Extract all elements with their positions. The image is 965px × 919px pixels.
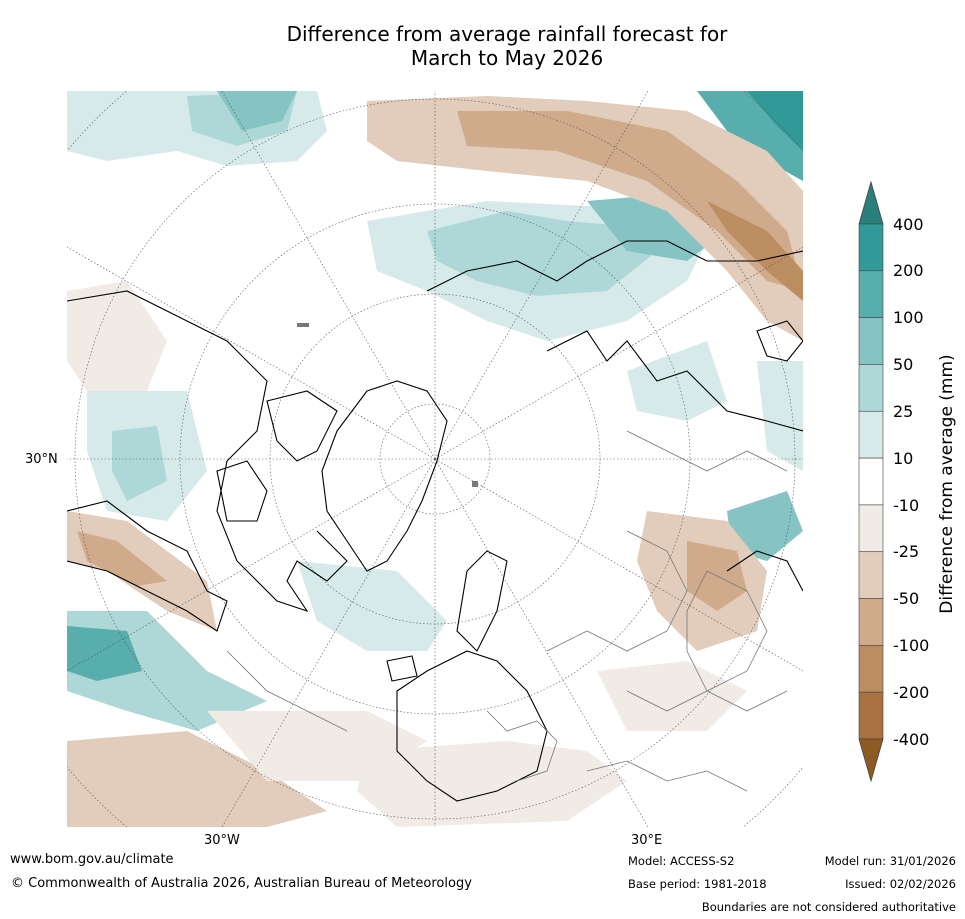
wet-region-arctic-ring-core [427, 211, 657, 296]
coast-eurasia-north [426, 240, 803, 292]
border-europe-internal [486, 710, 558, 782]
colorbar-bin [858, 317, 884, 365]
coast-north-america [67, 290, 348, 613]
meridian-120e [434, 246, 803, 460]
colorbar-upper-extend [858, 180, 884, 225]
glacier-patch-2 [472, 481, 478, 487]
colorbar-svg [858, 180, 884, 783]
meridian-30w [221, 458, 436, 827]
coast-hudson-bay [216, 460, 268, 522]
lat-circle-80 [379, 403, 491, 515]
colorbar-bin [858, 551, 884, 599]
cb-tick-50: 50 [893, 355, 914, 374]
colorbar-bin [858, 457, 884, 506]
border-china [686, 570, 768, 692]
graticule [67, 91, 803, 827]
title-line-2: March to May 2026 [410, 46, 604, 70]
cb-tick-10: 10 [893, 449, 914, 468]
wet-region-alaska-core [112, 426, 167, 501]
footer-website[interactable]: www.bom.gov.au/climate [10, 852, 174, 867]
colorbar-lower-extend [858, 738, 884, 783]
cb-tick-neg100: -100 [893, 636, 930, 655]
cb-tick-neg25: -25 [893, 542, 920, 561]
footer-model-run: Model run: 31/01/2026 [824, 854, 956, 868]
coast-greenland [321, 380, 448, 572]
meridian-150w [221, 91, 436, 460]
coast-europe [396, 650, 548, 802]
dry-region-north-band-core [457, 111, 803, 291]
dry-region-west [67, 281, 167, 391]
coast-kamchatka [756, 320, 803, 362]
footer-disclaimer: Boundaries are not considered authoritat… [701, 900, 956, 914]
colorbar-bin [858, 270, 884, 318]
dry-region-med [597, 661, 747, 731]
dry-region-north-band-deep [707, 201, 803, 301]
colorbar-title: Difference from average (mm) [937, 354, 957, 614]
lon-label-30e: 30°E [631, 833, 663, 848]
dry-region-west-pacific-core [77, 531, 167, 586]
footer-base-period: Base period: 1981-2018 [628, 877, 767, 891]
colorbar-bin [858, 364, 884, 412]
border-us-canada [226, 650, 348, 732]
coastlines [67, 240, 803, 802]
chart-title: Difference from average rainfall forecas… [0, 22, 965, 70]
cb-tick-400: 400 [893, 215, 924, 234]
border-russia-south [626, 430, 788, 472]
cb-tick-200: 200 [893, 261, 924, 280]
meridian-150e [434, 91, 649, 460]
meridian-30e [434, 458, 649, 827]
cb-tick-neg10: -10 [893, 496, 920, 515]
colorbar-bin [858, 691, 884, 740]
cb-tick-neg400: -400 [893, 730, 930, 749]
colorbar-bin [858, 223, 884, 272]
website-link[interactable]: www.bom.gov.au/climate [10, 852, 174, 867]
dry-region-south-europe [357, 741, 627, 827]
lat-circle-45 [179, 203, 691, 715]
cb-tick-neg200: -200 [893, 683, 930, 702]
wet-region-atlantic-central [297, 561, 447, 651]
colorbar-bin [858, 504, 884, 553]
wet-region-europe-east [757, 361, 803, 471]
lat-label-30n: 30°N [25, 452, 58, 467]
border-middle-east [586, 760, 748, 792]
coast-alaska [67, 500, 228, 632]
border-russia-west [546, 530, 688, 652]
dry-region-south [67, 731, 327, 827]
coast-siberia [546, 330, 803, 432]
footer-model: Model: ACCESS-S2 [628, 854, 735, 868]
wet-region-north-pacific-edge [627, 341, 727, 421]
wet-region-nw-pacific-top [217, 91, 297, 131]
cb-tick-neg50: -50 [893, 589, 920, 608]
coast-canada-arctic [266, 390, 338, 462]
colorbar-bin [858, 598, 884, 646]
meridian-60e [434, 458, 803, 672]
wet-region-asia-teal [727, 491, 803, 561]
rainfall-anomaly-map[interactable] [67, 91, 803, 827]
lon-label-30w: 30°W [204, 833, 240, 848]
wet-region-nw-teal-core [747, 91, 803, 151]
cb-tick-25: 25 [893, 402, 914, 421]
colorbar-bin [858, 645, 884, 693]
meridian-120w [67, 246, 436, 460]
glacier-patch-1 [297, 323, 309, 327]
borders [226, 430, 788, 792]
footer-issued: Issued: 02/02/2026 [845, 877, 956, 891]
coast-scandinavia [456, 550, 508, 652]
lat-circle-30 [74, 98, 796, 820]
glacier-marks [297, 323, 478, 487]
coast-iceland [386, 655, 418, 682]
colorbar [852, 180, 912, 790]
title-line-1: Difference from average rainfall forecas… [286, 22, 728, 46]
coast-east-asia [726, 550, 803, 592]
meridian-60w [67, 458, 436, 672]
footer-copyright: © Commonwealth of Australia 2026, Austra… [11, 876, 472, 891]
wet-region-pacific-sw-core [67, 626, 142, 681]
cb-tick-100: 100 [893, 308, 924, 327]
colorbar-bin [858, 410, 884, 459]
colorbar-bins [858, 223, 884, 740]
map-svg [67, 91, 803, 827]
